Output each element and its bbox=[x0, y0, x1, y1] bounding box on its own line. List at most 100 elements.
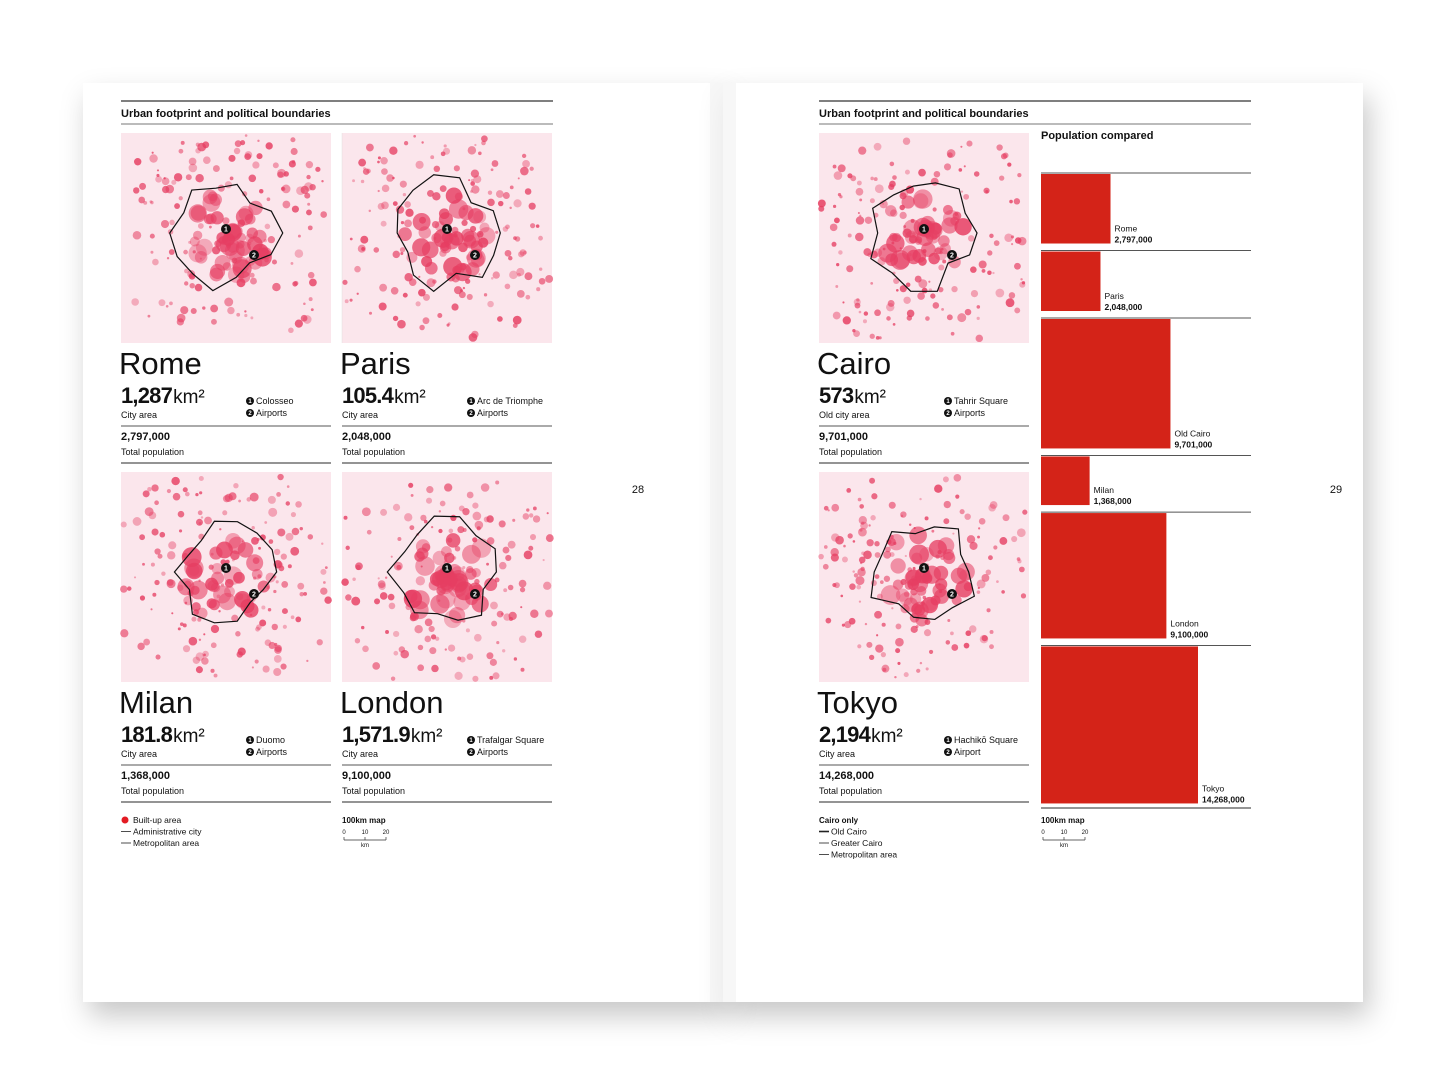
scale-tick: 10 bbox=[1061, 830, 1068, 836]
built-up-dot bbox=[855, 187, 864, 196]
built-up-dot bbox=[849, 583, 856, 590]
built-up-dot bbox=[342, 279, 348, 285]
built-up-dot bbox=[188, 163, 198, 173]
built-up-dot bbox=[430, 594, 450, 614]
built-up-dot bbox=[453, 233, 458, 238]
built-up-dot bbox=[139, 595, 146, 601]
city-name: Tokyo bbox=[817, 685, 898, 720]
built-up-dot bbox=[892, 322, 896, 326]
built-up-dot bbox=[895, 648, 901, 654]
built-up-dot bbox=[414, 551, 425, 562]
built-up-dot bbox=[823, 545, 828, 549]
built-up-dot bbox=[341, 578, 349, 586]
built-up-dot bbox=[227, 306, 235, 315]
built-up-dot bbox=[276, 492, 281, 497]
built-up-dot bbox=[281, 581, 289, 588]
population-square bbox=[1041, 318, 1171, 449]
built-up-dot bbox=[863, 248, 872, 256]
built-up-dot bbox=[528, 513, 534, 518]
built-up-dot bbox=[462, 544, 481, 564]
population-square bbox=[1041, 513, 1167, 639]
legend-label: Hachikō Square bbox=[954, 735, 1018, 745]
built-up-dot bbox=[442, 147, 451, 155]
built-up-dot bbox=[908, 523, 912, 527]
built-up-dot bbox=[996, 580, 999, 583]
built-up-dot bbox=[372, 662, 381, 670]
built-up-dot bbox=[987, 270, 992, 275]
built-up-dot bbox=[491, 620, 498, 627]
built-up-dot bbox=[299, 591, 304, 597]
built-up-dot bbox=[404, 273, 413, 282]
built-up-dot bbox=[120, 585, 128, 593]
built-up-dot bbox=[881, 664, 890, 673]
built-up-dot bbox=[444, 552, 455, 564]
built-up-dot bbox=[357, 244, 366, 253]
built-up-dot bbox=[530, 223, 536, 229]
built-up-dot bbox=[222, 217, 230, 225]
built-up-dot bbox=[874, 184, 884, 194]
built-up-dot bbox=[381, 201, 389, 210]
built-up-dot bbox=[538, 267, 543, 271]
built-up-dot bbox=[943, 163, 952, 171]
built-up-dot bbox=[947, 619, 951, 622]
built-up-dot bbox=[818, 205, 825, 212]
built-up-dot bbox=[273, 589, 277, 594]
built-up-dot bbox=[459, 656, 466, 663]
built-up-dot bbox=[979, 634, 989, 644]
built-up-dot bbox=[151, 528, 159, 536]
built-up-dot bbox=[361, 625, 365, 630]
built-up-dot bbox=[911, 232, 916, 236]
built-up-dot bbox=[152, 592, 157, 597]
built-up-dot bbox=[989, 501, 998, 509]
built-up-dot bbox=[151, 484, 159, 492]
built-up-dot bbox=[859, 504, 864, 509]
built-up-dot bbox=[285, 532, 294, 541]
built-up-dot bbox=[390, 555, 393, 558]
built-up-dot bbox=[862, 319, 867, 324]
built-up-dot bbox=[1001, 590, 1005, 594]
built-up-dot bbox=[942, 259, 947, 264]
built-up-dot bbox=[244, 134, 248, 137]
built-up-dot bbox=[524, 272, 533, 281]
built-up-dot bbox=[874, 552, 881, 558]
map-marker-number: 2 bbox=[473, 253, 477, 260]
built-up-dot bbox=[429, 647, 437, 655]
legend-bullet bbox=[246, 748, 254, 756]
built-up-dot bbox=[856, 584, 862, 590]
built-up-dot bbox=[458, 291, 466, 299]
built-up-dot bbox=[291, 205, 299, 213]
built-up-dot bbox=[191, 602, 201, 612]
built-up-dot bbox=[545, 275, 554, 283]
built-up-dot bbox=[941, 307, 944, 311]
built-up-dot bbox=[970, 266, 977, 273]
built-up-dot bbox=[963, 165, 966, 168]
built-up-dot bbox=[523, 550, 533, 560]
built-up-dot bbox=[943, 518, 950, 525]
built-up-dot bbox=[176, 313, 186, 323]
built-up-dot bbox=[938, 264, 945, 271]
built-up-dot bbox=[462, 508, 470, 516]
built-up-dot bbox=[842, 316, 851, 325]
built-up-dot bbox=[919, 661, 923, 665]
built-up-dot bbox=[977, 535, 980, 539]
built-up-dot bbox=[954, 218, 972, 236]
built-up-dot bbox=[908, 235, 918, 244]
built-up-dot bbox=[420, 565, 423, 568]
built-up-dot bbox=[899, 285, 907, 293]
area-unit: km² bbox=[871, 726, 903, 747]
built-up-dot bbox=[1016, 557, 1021, 561]
built-up-dot bbox=[231, 614, 239, 622]
bar-value-label: 1,368,000 bbox=[1094, 496, 1132, 506]
built-up-dot bbox=[847, 233, 852, 238]
built-up-dot bbox=[305, 161, 314, 169]
built-up-dot bbox=[182, 623, 187, 628]
built-up-dot bbox=[194, 250, 208, 264]
built-up-dot bbox=[521, 153, 527, 159]
built-up-dot bbox=[446, 323, 450, 327]
map-marker bbox=[919, 563, 929, 573]
scale-unit: km bbox=[361, 843, 369, 849]
built-up-dot bbox=[352, 179, 355, 183]
built-up-dot bbox=[462, 286, 466, 290]
built-up-dot bbox=[185, 174, 192, 181]
built-up-dot bbox=[502, 546, 510, 554]
